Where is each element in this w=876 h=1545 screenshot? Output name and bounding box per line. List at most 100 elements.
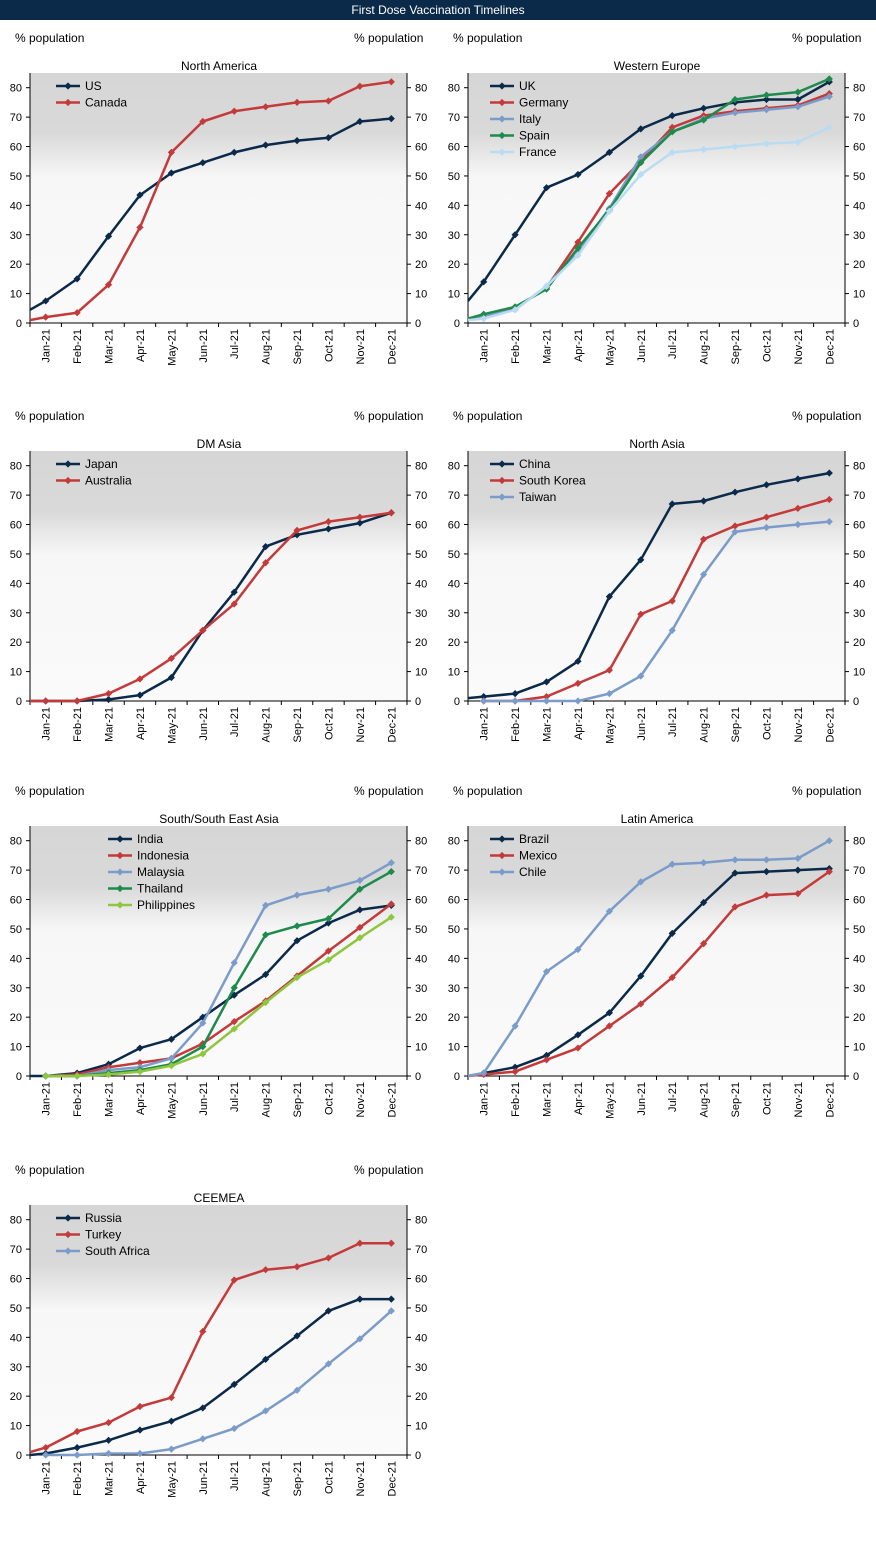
- legend-item-italy: Italy: [519, 112, 541, 126]
- legend-item-uk: UK: [519, 79, 536, 93]
- data-point-turkey: [262, 1266, 270, 1274]
- legend-marker-china: [498, 460, 506, 468]
- chart-title: Western Europe: [613, 59, 701, 73]
- y-tick-label-right: 80: [415, 461, 427, 473]
- data-point-thailand: [230, 984, 238, 992]
- x-tick-label-aug-21: Aug-21: [261, 1082, 273, 1117]
- y-tick-label-right: 40: [415, 578, 427, 590]
- y-tick-label-right: 40: [415, 200, 427, 212]
- data-point-brazil: [542, 1051, 551, 1060]
- data-point-turkey: [42, 1444, 50, 1452]
- y-tick-label-right: 20: [415, 1012, 427, 1024]
- x-tick-label-aug-21: Aug-21: [699, 1082, 711, 1117]
- x-tick-label-mar-21: Mar-21: [104, 1082, 116, 1117]
- x-tick-label-jan-21: Jan-21: [479, 329, 491, 363]
- legend-marker-canada: [64, 98, 72, 107]
- y-tick-label-right: 10: [415, 1421, 427, 1433]
- data-point-malaysia: [293, 891, 301, 899]
- data-point-thailand: [293, 922, 301, 930]
- y-tick-label-left: 60: [10, 142, 22, 154]
- x-tick-label-feb-21: Feb-21: [510, 1082, 522, 1117]
- y-tick-label-left: 30: [10, 608, 22, 620]
- data-point-canada: [199, 117, 207, 126]
- legend-marker-malaysia: [116, 868, 124, 876]
- y-tick-label-left: 10: [448, 1042, 460, 1054]
- series-line-philippines: [45, 916, 392, 1078]
- x-tick-label-dec-21: Dec-21: [386, 707, 398, 742]
- y-tick-label-left: 0: [454, 696, 460, 708]
- data-point-philippines: [262, 998, 270, 1007]
- y-tick-label-left: 80: [10, 83, 22, 95]
- data-point-south-korea: [825, 495, 833, 504]
- y-tick-label-right: 60: [415, 520, 427, 532]
- y-axis-label-left: % population: [15, 31, 85, 45]
- data-point-thailand: [199, 1042, 207, 1051]
- y-tick-label-left: 70: [10, 1244, 22, 1256]
- y-tick-label-left: 60: [448, 895, 460, 907]
- y-tick-label-right: 80: [415, 1215, 427, 1227]
- data-point-south-korea: [605, 666, 613, 674]
- x-tick-label-may-21: May-21: [604, 707, 616, 744]
- plot-area: [30, 826, 407, 1076]
- y-tick-label-left: 80: [10, 461, 22, 473]
- x-tick-label-jul-21: Jul-21: [229, 707, 241, 737]
- legend-item-indonesia: Indonesia: [137, 849, 189, 863]
- data-point-us: [73, 275, 81, 283]
- x-tick-label-jan-21: Jan-21: [41, 1082, 53, 1116]
- y-tick-label-right: 80: [853, 461, 865, 473]
- x-tick-label-mar-21: Mar-21: [104, 1461, 116, 1496]
- x-tick-label-apr-21: Apr-21: [135, 1082, 147, 1115]
- y-tick-label-right: 20: [415, 1391, 427, 1403]
- y-tick-label-left: 30: [448, 230, 460, 242]
- y-tick-label-right: 70: [415, 112, 427, 124]
- data-point-turkey: [387, 1239, 395, 1247]
- y-tick-label-left: 40: [10, 953, 22, 965]
- y-axis-label-right: % population: [354, 31, 424, 45]
- chart-title: CEEMEA: [193, 1191, 245, 1205]
- data-point-mexico: [511, 1067, 519, 1076]
- data-point-south-korea: [700, 535, 708, 543]
- data-point-brazil: [762, 867, 771, 876]
- chart-panel-dm-asia: % population % population DM Asia 0 0 10 10 20 2…: [0, 409, 438, 769]
- y-tick-label-right: 50: [853, 171, 865, 183]
- chart-title: Latin America: [620, 812, 694, 826]
- data-point-canada: [230, 107, 238, 115]
- y-tick-label-right: 30: [853, 608, 865, 620]
- series-line-south-africa: [45, 1309, 393, 1457]
- y-tick-label-right: 60: [415, 142, 427, 154]
- data-point-france: [700, 145, 708, 154]
- x-tick-label-jul-21: Jul-21: [229, 1461, 241, 1491]
- data-point-philippines: [293, 973, 301, 982]
- y-tick-label-left: 20: [448, 637, 460, 649]
- data-point-turkey: [73, 1427, 81, 1436]
- data-point-canada: [262, 103, 270, 111]
- y-tick-label-left: 30: [448, 983, 460, 995]
- x-tick-label-nov-21: Nov-21: [793, 329, 805, 364]
- data-point-chile: [605, 907, 613, 915]
- data-point-france: [542, 282, 551, 290]
- x-tick-label-jul-21: Jul-21: [229, 329, 241, 359]
- data-point-russia: [230, 1380, 238, 1389]
- legend-item-philippines: Philippines: [137, 898, 195, 912]
- data-point-australia: [262, 559, 270, 567]
- data-point-japan: [167, 673, 175, 682]
- chart-panel-western-europe: % population% population Western Europe 0 0…: [438, 31, 876, 391]
- y-tick-label-left: 80: [448, 83, 460, 95]
- data-point-france: [825, 123, 833, 132]
- y-tick-label-left: 70: [10, 490, 22, 502]
- x-tick-label-jan-21: Jan-21: [41, 707, 53, 741]
- data-point-philippines: [356, 934, 364, 942]
- legend-item-mexico: Mexico: [519, 849, 557, 863]
- data-point-indonesia: [136, 1059, 144, 1067]
- data-point-canada: [42, 313, 50, 321]
- legend-marker-brazil: [498, 835, 506, 843]
- legend-marker-australia: [64, 476, 72, 485]
- x-tick-label-feb-21: Feb-21: [72, 707, 84, 742]
- x-tick-label-jul-21: Jul-21: [229, 1082, 241, 1112]
- data-point-canada: [167, 148, 175, 157]
- x-tick-label-jun-21: Jun-21: [198, 1082, 210, 1116]
- legend-item-taiwan: Taiwan: [519, 490, 556, 504]
- data-point-south-korea: [762, 513, 771, 521]
- x-tick-label-aug-21: Aug-21: [699, 329, 711, 364]
- data-point-chile: [700, 859, 708, 867]
